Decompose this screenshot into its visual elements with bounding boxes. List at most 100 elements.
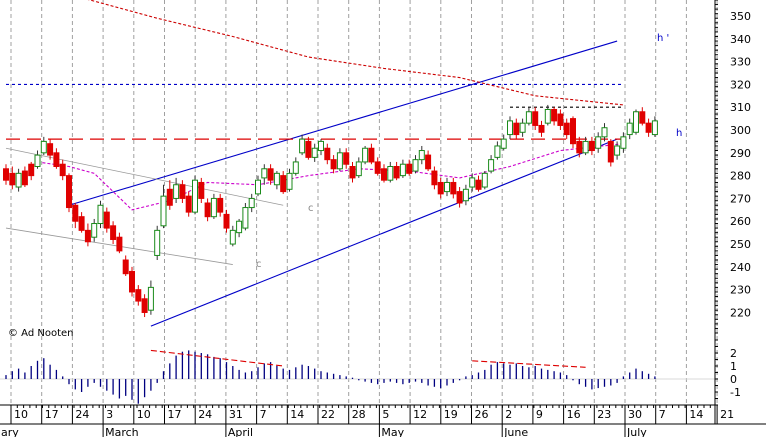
day-label: 10 (14, 408, 28, 421)
indicator-trend-1 (472, 360, 586, 368)
candle-body (160, 195, 167, 227)
candle-body (204, 202, 211, 218)
candle-body (72, 204, 79, 222)
candle-body (217, 197, 224, 213)
grid-lines (0, 0, 718, 405)
candle-body (21, 170, 28, 186)
annotation-h-prime: h ' (657, 33, 669, 44)
candle-body (84, 229, 91, 243)
candle-body (362, 147, 369, 163)
overlay-line-5 (5, 147, 284, 206)
price-tick-label: 220 (730, 306, 751, 319)
price-tick-label: 340 (730, 33, 751, 46)
annotation-h: h (676, 128, 682, 139)
indicator-bars (5, 349, 656, 404)
candle-body (368, 147, 375, 163)
candle-body (500, 138, 507, 149)
candle-body (469, 177, 476, 188)
candle-body (103, 211, 110, 229)
day-label: 22 (321, 408, 335, 421)
candle-body (129, 270, 135, 293)
candle-body (286, 172, 293, 190)
month-label: March (105, 426, 139, 437)
candle-body (255, 179, 261, 195)
candle-body (305, 140, 312, 158)
candle-body (330, 159, 337, 170)
candle-body (595, 136, 602, 149)
candle-body (614, 145, 621, 156)
candle-body (91, 223, 98, 238)
candle-body (343, 152, 350, 165)
price-tick-label: 330 (730, 56, 751, 69)
candle-body (374, 161, 381, 174)
annotations: h ' h c ' c © Ad Nooten (8, 33, 682, 339)
candle-body (425, 154, 432, 170)
candle-body (28, 163, 35, 177)
day-label: 14 (290, 408, 304, 421)
candle-body (645, 122, 652, 133)
indicator-trend-0 (150, 349, 284, 367)
candle-body (620, 136, 627, 149)
candle-body (299, 138, 306, 154)
candle-body (192, 179, 198, 213)
indicator-tick-label: -1 (730, 386, 741, 399)
day-label: 7 (260, 408, 267, 421)
candle-body (475, 179, 482, 190)
candle-body (557, 113, 564, 126)
candle-body (532, 111, 539, 126)
candle-body (519, 122, 526, 133)
indicator-tick-label: 0 (730, 373, 737, 386)
candle-body (78, 216, 85, 231)
candle-body (242, 207, 249, 229)
candle-body (462, 188, 469, 202)
day-label: 17 (168, 408, 182, 421)
month-label: May (381, 426, 404, 437)
day-label: 26 (475, 408, 489, 421)
candle-body (450, 181, 457, 195)
candle-body (607, 140, 614, 163)
month-label: July (626, 426, 647, 437)
day-label: 7 (659, 408, 666, 421)
price-tick-label: 300 (730, 124, 751, 137)
candle-body (116, 236, 123, 252)
candle-body (393, 166, 400, 179)
candle-body (185, 195, 192, 213)
day-label: 14 (689, 408, 703, 421)
candle-body (456, 191, 463, 204)
price-tick-label: 240 (730, 261, 751, 274)
day-label: 30 (628, 408, 642, 421)
candle-body (588, 140, 595, 152)
tick-labels: 2202302402502602702802903003103203303403… (0, 10, 751, 437)
candle-body (576, 140, 583, 154)
indicator-tick-label: 1 (730, 360, 737, 373)
candle-body (59, 163, 66, 177)
candle-body (431, 170, 438, 186)
candle-body (273, 172, 280, 186)
candle-body (633, 111, 639, 133)
candle-body (280, 175, 287, 193)
candle-body (198, 181, 205, 199)
price-tick-label: 350 (730, 10, 751, 23)
day-label: 21 (720, 408, 734, 421)
annotation-c: c (256, 259, 262, 270)
candle-body (399, 163, 406, 177)
candle-body (324, 147, 331, 161)
candle-body (639, 111, 646, 124)
day-label: 28 (352, 408, 366, 421)
candle-body (488, 159, 495, 172)
candle-body (387, 166, 394, 181)
candle-body (47, 143, 54, 156)
candle-body (292, 161, 299, 174)
candle-body (3, 168, 9, 181)
candle-body (381, 168, 387, 181)
day-label: 3 (106, 408, 113, 421)
candle-body (513, 122, 520, 136)
annotation-c-prime: c ' (308, 203, 319, 214)
day-label: 5 (382, 408, 389, 421)
candle-body (355, 161, 362, 177)
candle-body (267, 168, 274, 181)
price-tick-label: 280 (730, 170, 751, 183)
candle-body (582, 140, 589, 154)
candle-body (406, 163, 413, 174)
day-label: 2 (505, 408, 512, 421)
